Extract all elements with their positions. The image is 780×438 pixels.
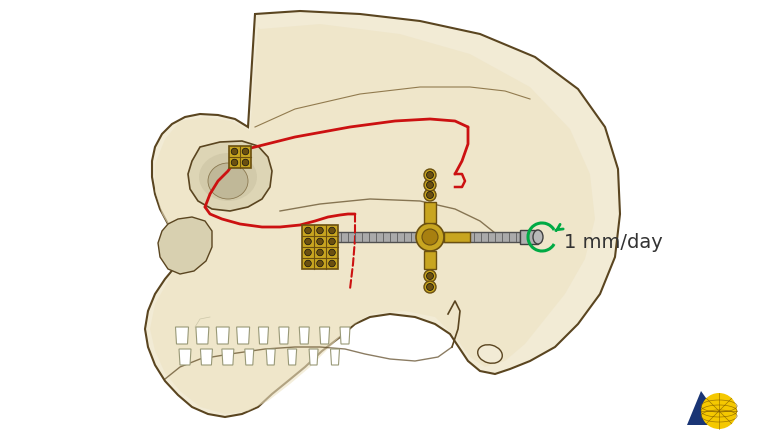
Polygon shape bbox=[424, 202, 436, 223]
Polygon shape bbox=[222, 349, 234, 365]
Polygon shape bbox=[444, 233, 470, 243]
Polygon shape bbox=[176, 327, 189, 344]
Circle shape bbox=[317, 250, 323, 256]
Circle shape bbox=[317, 261, 323, 267]
Polygon shape bbox=[520, 230, 538, 244]
Polygon shape bbox=[158, 218, 212, 274]
Polygon shape bbox=[266, 349, 275, 365]
Circle shape bbox=[328, 250, 335, 256]
Circle shape bbox=[427, 172, 434, 179]
Polygon shape bbox=[145, 12, 620, 417]
Polygon shape bbox=[309, 349, 318, 365]
Polygon shape bbox=[330, 233, 520, 243]
Circle shape bbox=[243, 160, 249, 166]
Circle shape bbox=[305, 250, 311, 256]
Polygon shape bbox=[245, 349, 254, 365]
Circle shape bbox=[231, 160, 238, 166]
Circle shape bbox=[305, 228, 311, 234]
Circle shape bbox=[424, 170, 436, 182]
Polygon shape bbox=[320, 327, 330, 344]
Text: 1 mm/day: 1 mm/day bbox=[564, 233, 663, 252]
Circle shape bbox=[701, 393, 737, 429]
Circle shape bbox=[305, 261, 311, 267]
Ellipse shape bbox=[477, 345, 502, 364]
Circle shape bbox=[416, 223, 444, 251]
Polygon shape bbox=[258, 327, 268, 344]
Circle shape bbox=[427, 284, 434, 291]
Polygon shape bbox=[424, 251, 436, 269]
Ellipse shape bbox=[199, 154, 257, 201]
Circle shape bbox=[424, 281, 436, 293]
Ellipse shape bbox=[208, 164, 248, 200]
Polygon shape bbox=[188, 141, 272, 212]
Circle shape bbox=[317, 228, 323, 234]
Polygon shape bbox=[150, 25, 595, 414]
Polygon shape bbox=[216, 327, 229, 344]
Circle shape bbox=[427, 182, 434, 189]
Polygon shape bbox=[288, 349, 296, 365]
Circle shape bbox=[328, 239, 335, 245]
Ellipse shape bbox=[533, 230, 543, 244]
Polygon shape bbox=[302, 226, 338, 269]
Polygon shape bbox=[196, 327, 209, 344]
Circle shape bbox=[424, 270, 436, 283]
Polygon shape bbox=[179, 349, 191, 365]
Polygon shape bbox=[340, 327, 350, 344]
Circle shape bbox=[243, 149, 249, 155]
Circle shape bbox=[427, 273, 434, 280]
Polygon shape bbox=[229, 147, 251, 169]
Polygon shape bbox=[331, 349, 339, 365]
Polygon shape bbox=[300, 327, 309, 344]
Circle shape bbox=[422, 230, 438, 245]
Circle shape bbox=[305, 239, 311, 245]
Polygon shape bbox=[200, 349, 212, 365]
Circle shape bbox=[328, 228, 335, 234]
Polygon shape bbox=[279, 327, 289, 344]
Circle shape bbox=[427, 192, 434, 199]
Polygon shape bbox=[687, 391, 725, 425]
Circle shape bbox=[328, 261, 335, 267]
Circle shape bbox=[231, 149, 238, 155]
Polygon shape bbox=[236, 327, 250, 344]
Circle shape bbox=[317, 239, 323, 245]
Circle shape bbox=[424, 190, 436, 201]
Circle shape bbox=[424, 180, 436, 191]
